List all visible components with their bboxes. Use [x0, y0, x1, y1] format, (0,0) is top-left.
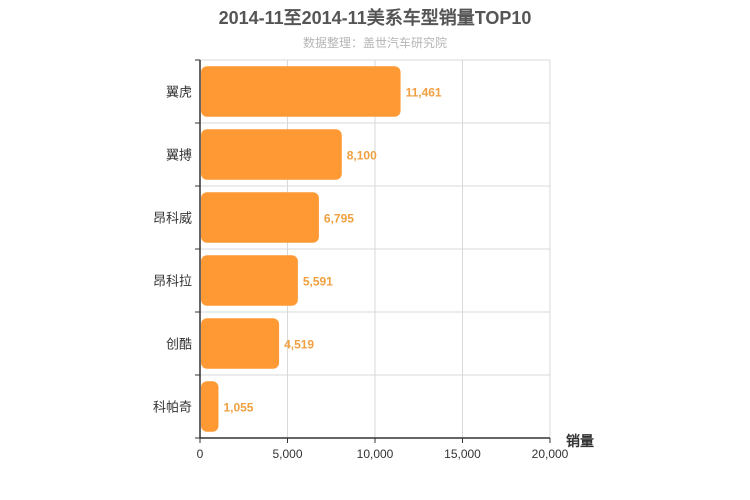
category-label: 昂科拉	[153, 274, 192, 289]
value-label: 4,519	[284, 338, 314, 352]
bar[interactable]	[201, 66, 401, 117]
bars: 11,461 8,100 6,795 5,591 4,519 1,055	[201, 66, 442, 432]
chart-title: 2014-11至2014-11美系车型销量TOP10	[219, 7, 532, 28]
x-tick-label: 5,000	[272, 447, 302, 461]
bar[interactable]	[201, 192, 319, 243]
x-tick-label: 15,000	[444, 447, 481, 461]
category-label: 创酷	[166, 337, 192, 352]
x-axis-title: 销量	[566, 433, 594, 449]
bar[interactable]	[201, 381, 219, 432]
chart-subtitle: 数据整理：盖世汽车研究院	[303, 35, 447, 50]
category-label: 翼搏	[166, 148, 192, 163]
category-label: 翼虎	[166, 85, 192, 100]
bar[interactable]	[201, 255, 298, 306]
x-tick-label: 10,000	[357, 447, 394, 461]
value-label: 8,100	[347, 149, 377, 163]
value-label: 11,461	[406, 86, 442, 100]
bar[interactable]	[201, 129, 342, 180]
x-tick-label: 0	[197, 447, 204, 461]
value-label: 5,591	[303, 275, 333, 289]
value-label: 6,795	[324, 212, 354, 226]
value-label: 1,055	[223, 401, 253, 415]
x-tick-label: 20,000	[532, 447, 569, 461]
category-label: 昂科威	[153, 211, 192, 226]
bar[interactable]	[201, 318, 280, 369]
category-label: 科帕奇	[153, 400, 192, 415]
